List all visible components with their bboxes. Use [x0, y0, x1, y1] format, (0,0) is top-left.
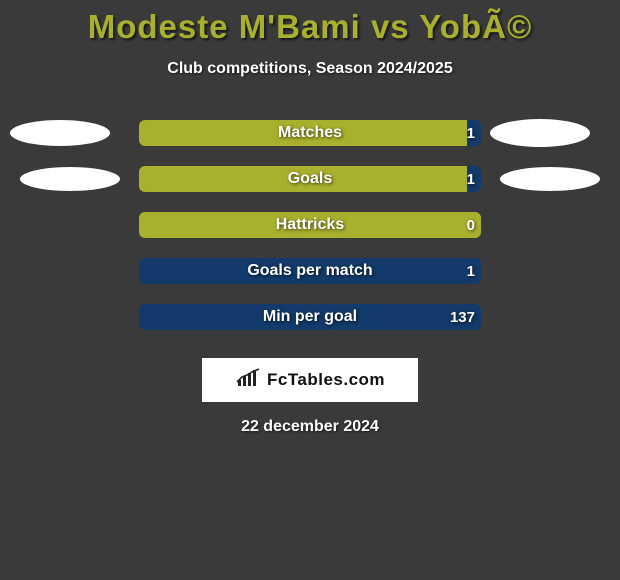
stat-label: Matches	[139, 120, 481, 146]
brand-box: FcTables.com	[202, 358, 418, 402]
stat-bar: Hattricks0	[139, 212, 481, 238]
stat-label: Min per goal	[139, 304, 481, 330]
stat-bar: Min per goal137	[139, 304, 481, 330]
brand-chart-icon	[235, 368, 261, 393]
page-title: Modeste M'Bami vs YobÃ©	[0, 0, 620, 46]
stat-value-player2: 0	[467, 212, 475, 238]
stat-bar: Goals per match1	[139, 258, 481, 284]
stat-value-player2: 1	[467, 258, 475, 284]
date: 22 december 2024	[0, 418, 620, 436]
stat-row: Matches1	[0, 110, 620, 156]
infographic-container: Modeste M'Bami vs YobÃ© Club competition…	[0, 0, 620, 436]
stat-bar: Goals1	[139, 166, 481, 192]
stat-label: Hattricks	[139, 212, 481, 238]
stat-row: Min per goal137	[0, 294, 620, 340]
player1-ellipse	[10, 120, 110, 146]
stat-value-player2: 137	[450, 304, 475, 330]
player2-ellipse	[500, 167, 600, 191]
stat-value-player2: 1	[467, 166, 475, 192]
stat-row: Hattricks0	[0, 202, 620, 248]
stat-row: Goals per match1	[0, 248, 620, 294]
brand-text: FcTables.com	[267, 370, 385, 390]
stat-label: Goals per match	[139, 258, 481, 284]
stat-label: Goals	[139, 166, 481, 192]
stat-value-player2: 1	[467, 120, 475, 146]
stat-rows: Matches1Goals1Hattricks0Goals per match1…	[0, 110, 620, 340]
player2-ellipse	[490, 119, 590, 147]
subtitle: Club competitions, Season 2024/2025	[0, 60, 620, 78]
player1-ellipse	[20, 167, 120, 191]
stat-bar: Matches1	[139, 120, 481, 146]
stat-row: Goals1	[0, 156, 620, 202]
